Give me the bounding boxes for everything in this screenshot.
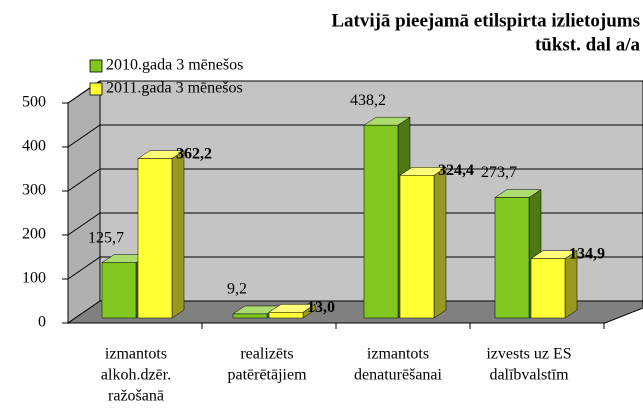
grid-line xyxy=(67,124,101,148)
legend-swatch xyxy=(89,59,103,73)
y-tick-label: 500 xyxy=(22,94,46,111)
data-label: 125,7 xyxy=(88,229,124,246)
bar xyxy=(137,158,173,319)
data-label: 438,2 xyxy=(350,92,386,109)
y-tick-label: 200 xyxy=(22,226,46,243)
x-tick-label: denaturēšanai xyxy=(354,367,443,384)
chart-subtitle: tūkst. dal a/a xyxy=(535,34,641,55)
grid-line xyxy=(67,212,101,236)
bar xyxy=(363,124,399,319)
data-label: 324,4 xyxy=(438,162,474,179)
data-label: 134,9 xyxy=(569,245,605,262)
bar-side xyxy=(433,166,447,319)
data-label: 13,0 xyxy=(307,299,335,316)
data-label: 362,2 xyxy=(176,145,212,162)
bar xyxy=(268,312,304,319)
legend-label: 2011.gada 3 mēnešos xyxy=(106,80,243,97)
x-tick-label: ražošanā xyxy=(108,388,164,405)
y-tick-label: 400 xyxy=(22,138,46,155)
grid-line xyxy=(67,168,101,192)
y-tick-label: 0 xyxy=(38,314,46,331)
bar xyxy=(399,175,435,319)
x-tick-label: alkoh.dzēr. xyxy=(101,367,171,384)
bar-side xyxy=(171,150,185,319)
data-label: 273,7 xyxy=(481,164,517,181)
legend-swatch xyxy=(89,82,103,96)
x-tick-label: dalībvalstīm xyxy=(489,367,569,384)
legend-label: 2010.gada 3 mēnešos xyxy=(106,57,243,74)
bar xyxy=(232,313,268,319)
x-tick-label: izmantots xyxy=(367,346,429,363)
bar xyxy=(530,258,566,319)
x-tick-label: izvests uz ES xyxy=(486,346,571,363)
x-tick-label: patērētājiem xyxy=(227,367,307,384)
grid-line xyxy=(67,256,101,280)
x-tick-label: izmantots xyxy=(105,346,167,363)
chart-title: Latvijā pieejamā etilspirta izlietojums xyxy=(331,10,640,31)
y-tick-label: 300 xyxy=(22,182,46,199)
bar xyxy=(101,262,137,319)
x-tick-label: realizēts xyxy=(240,346,293,363)
data-label: 9,2 xyxy=(227,281,247,298)
bar xyxy=(494,197,530,319)
side-wall xyxy=(67,80,101,324)
y-tick-label: 100 xyxy=(22,270,46,287)
